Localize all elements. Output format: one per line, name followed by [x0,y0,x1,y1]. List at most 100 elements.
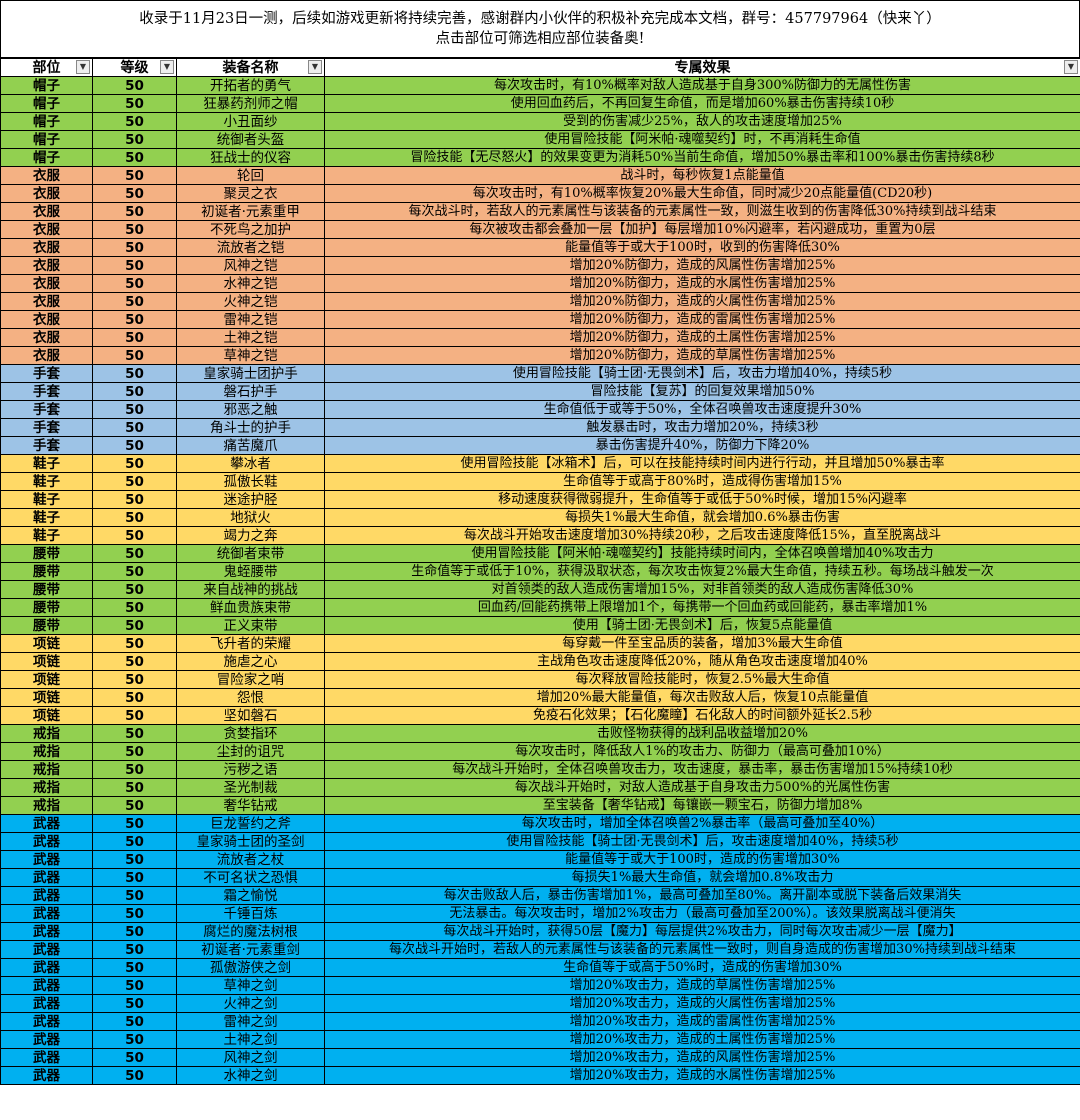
column-header-part[interactable]: 部位 ▼ [0,58,93,77]
effect-cell: 增加20%攻击力，造成的火属性伤害增加25% [324,994,1080,1013]
equipment-name-cell: 千锤百炼 [176,904,325,923]
effect-cell: 冒险技能【复苏】的回复效果增加50% [324,382,1080,401]
column-header-name[interactable]: 装备名称 ▼ [176,58,325,77]
part-cell: 武器 [0,850,93,869]
part-cell: 衣服 [0,346,93,365]
equipment-name-cell: 坚如磐石 [176,706,325,725]
equipment-name-cell: 风神之铠 [176,256,325,275]
level-cell: 50 [92,454,177,473]
table-row: 戒指 50 污秽之语 每次战斗开始时，全体召唤兽攻击力，攻击速度，暴击率，暴击伤害增加… [0,760,1080,779]
filter-dropdown-icon[interactable]: ▼ [160,60,174,74]
effect-cell: 击败怪物获得的战利品收益增加20% [324,724,1080,743]
filter-dropdown-icon[interactable]: ▼ [1064,60,1078,74]
equipment-name-cell: 怨恨 [176,688,325,707]
part-cell: 戒指 [0,742,93,761]
column-header-effect[interactable]: 专属效果 ▼ [324,58,1080,77]
part-cell: 项链 [0,652,93,671]
table-row: 武器 50 风神之剑 增加20%攻击力，造成的风属性伤害增加25% [0,1048,1080,1067]
level-cell: 50 [92,994,177,1013]
level-cell: 50 [92,958,177,977]
table-row: 武器 50 流放者之杖 能量值等于或大于100时，造成的伤害增加30% [0,850,1080,869]
effect-cell: 增加20%防御力，造成的风属性伤害增加25% [324,256,1080,275]
effect-cell: 对首领类的敌人造成伤害增加15%，对非首领类的敌人造成伤害降低30% [324,580,1080,599]
part-cell: 武器 [0,832,93,851]
part-cell: 帽子 [0,112,93,131]
equipment-name-cell: 来自战神的挑战 [176,580,325,599]
effect-cell: 每次攻击时，有10%概率恢复20%最大生命值，同时减少20点能量值(CD20秒) [324,184,1080,203]
level-cell: 50 [92,238,177,257]
level-cell: 50 [92,220,177,239]
table-row: 武器 50 孤傲游侠之剑 生命值等于或高于50%时，造成的伤害增加30% [0,958,1080,977]
table-row: 项链 50 施虐之心 主战角色攻击速度降低20%，随从角色攻击速度增加40% [0,652,1080,671]
table-row: 衣服 50 不死鸟之加护 每次被攻击都会叠加一层【加护】每层增加10%闪避率，若闪避成… [0,220,1080,239]
table-row: 衣服 50 火神之铠 增加20%防御力，造成的火属性伤害增加25% [0,292,1080,311]
effect-cell: 增加20%攻击力，造成的风属性伤害增加25% [324,1048,1080,1067]
table-row: 项链 50 坚如磐石 免疫石化效果；【石化魔瞳】石化敌人的时间额外延长2.5秒 [0,706,1080,725]
column-header-label: 等级 [120,59,149,76]
effect-cell: 增加20%攻击力，造成的草属性伤害增加25% [324,976,1080,995]
table-row: 腰带 50 统御者束带 使用冒险技能【阿米帕·魂噬契约】技能持续时间内，全体召唤兽增加… [0,544,1080,563]
part-cell: 帽子 [0,94,93,113]
table-row: 衣服 50 初诞者·元素重甲 每次战斗时，若敌人的元素属性与该装备的元素属性一致，则滋… [0,202,1080,221]
equipment-name-cell: 巨龙誓约之斧 [176,814,325,833]
level-cell: 50 [92,634,177,653]
effect-cell: 每损失1%最大生命值，就会增加0.8%攻击力 [324,868,1080,887]
filter-dropdown-icon[interactable]: ▼ [308,60,322,74]
effect-cell: 每次战斗开始时，获得50层【魔力】每层提供2%攻击力，同时每次攻击减少一层【魔力… [324,922,1080,941]
equipment-name-cell: 污秽之语 [176,760,325,779]
filter-dropdown-icon[interactable]: ▼ [76,60,90,74]
level-cell: 50 [92,886,177,905]
table-row: 腰带 50 鲜血贵族束带 回血药/回能药携带上限增加1个，每携带一个回血药或回能药，暴… [0,598,1080,617]
part-cell: 鞋子 [0,472,93,491]
part-cell: 腰带 [0,562,93,581]
effect-cell: 增加20%攻击力，造成的雷属性伤害增加25% [324,1012,1080,1031]
level-cell: 50 [92,670,177,689]
effect-cell: 每损失1%最大生命值，就会增加0.6%暴击伤害 [324,508,1080,527]
equipment-name-cell: 圣光制裁 [176,778,325,797]
equipment-name-cell: 统御者头盔 [176,130,325,149]
equipment-name-cell: 草神之剑 [176,976,325,995]
part-cell: 衣服 [0,238,93,257]
level-cell: 50 [92,742,177,761]
effect-cell: 每次被攻击都会叠加一层【加护】每层增加10%闪避率，若闪避成功，重置为0层 [324,220,1080,239]
part-cell: 项链 [0,706,93,725]
equipment-name-cell: 冒险家之哨 [176,670,325,689]
table-row: 腰带 50 正义束带 使用【骑士团·无畏剑术】后，恢复5点能量值 [0,616,1080,635]
equipment-name-cell: 风神之剑 [176,1048,325,1067]
part-cell: 腰带 [0,580,93,599]
equipment-name-cell: 不可名状之恐惧 [176,868,325,887]
part-cell: 戒指 [0,760,93,779]
table-row: 衣服 50 流放者之铠 能量值等于或大于100时，收到的伤害降低30% [0,238,1080,257]
table-row: 衣服 50 水神之铠 增加20%防御力，造成的水属性伤害增加25% [0,274,1080,293]
column-header-level[interactable]: 等级 ▼ [92,58,177,77]
effect-cell: 使用【骑士团·无畏剑术】后，恢复5点能量值 [324,616,1080,635]
part-cell: 腰带 [0,616,93,635]
equipment-name-cell: 初诞者·元素重甲 [176,202,325,221]
part-cell: 武器 [0,940,93,959]
effect-cell: 暴击伤害提升40%，防御力下降20% [324,436,1080,455]
part-cell: 戒指 [0,796,93,815]
equipment-name-cell: 水神之铠 [176,274,325,293]
equipment-name-cell: 开拓者的勇气 [176,76,325,95]
part-cell: 衣服 [0,328,93,347]
table-row: 衣服 50 草神之铠 增加20%防御力，造成的草属性伤害增加25% [0,346,1080,365]
level-cell: 50 [92,148,177,167]
level-cell: 50 [92,760,177,779]
part-cell: 项链 [0,670,93,689]
level-cell: 50 [92,832,177,851]
equipment-name-cell: 痛苦魔爪 [176,436,325,455]
effect-cell: 每次战斗开始时，对敌人造成基于自身攻击力500%的光属性伤害 [324,778,1080,797]
effect-cell: 触发暴击时，攻击力增加20%，持续3秒 [324,418,1080,437]
equipment-name-cell: 攀冰者 [176,454,325,473]
effect-cell: 主战角色攻击速度降低20%，随从角色攻击速度增加40% [324,652,1080,671]
level-cell: 50 [92,1066,177,1085]
level-cell: 50 [92,706,177,725]
level-cell: 50 [92,94,177,113]
effect-cell: 增加20%攻击力，造成的水属性伤害增加25% [324,1066,1080,1085]
level-cell: 50 [92,292,177,311]
part-cell: 鞋子 [0,526,93,545]
effect-cell: 每次攻击时，有10%概率对敌人造成基于自身300%防御力的无属性伤害 [324,76,1080,95]
equipment-name-cell: 轮回 [176,166,325,185]
part-cell: 武器 [0,976,93,995]
part-cell: 衣服 [0,292,93,311]
